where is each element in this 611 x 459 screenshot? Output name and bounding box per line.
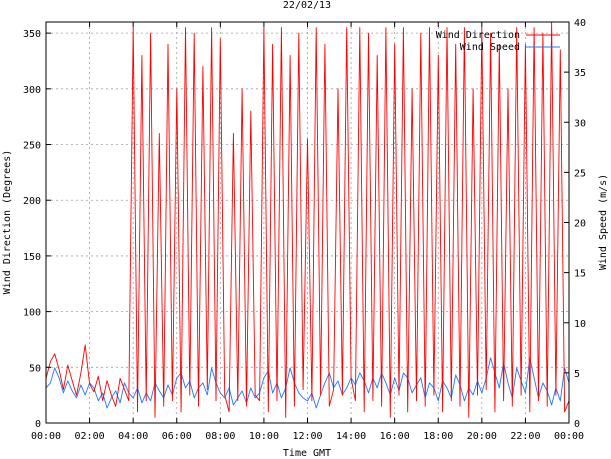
x-tick-labels: 00:00 02:00 04:00 06:00 08:00 10:00 12:00 14:00… bbox=[31, 431, 584, 442]
y-tick-label: 300 bbox=[23, 85, 41, 96]
y2-tick-label: 10 bbox=[574, 319, 586, 330]
x-tick-label: 00:00 bbox=[31, 431, 61, 442]
legend: Wind Direction Wind Speed bbox=[436, 30, 560, 53]
y-tick-label: 200 bbox=[23, 196, 41, 207]
series-line-wind-speed bbox=[45, 357, 570, 409]
x-tick-label: 04:00 bbox=[118, 431, 148, 442]
x-axis-title: Time GMT bbox=[283, 448, 331, 459]
x-tick-label: 10:00 bbox=[249, 431, 279, 442]
legend-label-wind-direction: Wind Direction bbox=[436, 30, 520, 41]
y2-tick-label: 5 bbox=[574, 369, 580, 380]
y2-tick-label: 40 bbox=[574, 18, 586, 29]
x-tick-label: 16:00 bbox=[380, 431, 410, 442]
x-tick-label: 02:00 bbox=[75, 431, 105, 442]
x-tick-label: 08:00 bbox=[205, 431, 235, 442]
y2-tick-label: 25 bbox=[574, 168, 586, 179]
axis-ticks bbox=[45, 21, 570, 424]
y-axis-title: Wind Direction (Degrees) bbox=[2, 150, 13, 295]
y-tick-labels: 0 50 100 150 200 250 300 350 bbox=[23, 29, 41, 430]
y-tick-label: 150 bbox=[23, 252, 41, 263]
x-tick-label: 22:00 bbox=[510, 431, 540, 442]
y2-tick-label: 30 bbox=[574, 118, 586, 129]
x-tick-label: 20:00 bbox=[467, 431, 497, 442]
y-tick-label: 100 bbox=[23, 308, 41, 319]
series-line-wind-direction bbox=[45, 21, 570, 418]
y2-tick-label: 20 bbox=[574, 219, 586, 230]
chart-title: 22/02/13 bbox=[283, 0, 331, 11]
x-tick-label: 14:00 bbox=[336, 431, 366, 442]
y2-tick-label: 0 bbox=[574, 419, 580, 430]
y2-axis-title: Wind Speed (m/s) bbox=[598, 174, 609, 270]
x-tick-label: 18:00 bbox=[423, 431, 453, 442]
legend-label-wind-speed: Wind Speed bbox=[460, 42, 520, 53]
y2-tick-label: 15 bbox=[574, 269, 586, 280]
x-tick-label: 00:00 bbox=[554, 431, 584, 442]
y2-tick-label: 35 bbox=[574, 68, 586, 79]
y-tick-label: 0 bbox=[35, 419, 41, 430]
series-layer bbox=[45, 21, 570, 418]
y-tick-label: 250 bbox=[23, 141, 41, 152]
y2-tick-labels: 0 5 10 15 20 25 30 35 40 bbox=[574, 18, 586, 430]
y-tick-label: 350 bbox=[23, 29, 41, 40]
x-tick-label: 06:00 bbox=[162, 431, 192, 442]
x-tick-label: 12:00 bbox=[292, 431, 322, 442]
y-tick-label: 50 bbox=[29, 363, 41, 374]
